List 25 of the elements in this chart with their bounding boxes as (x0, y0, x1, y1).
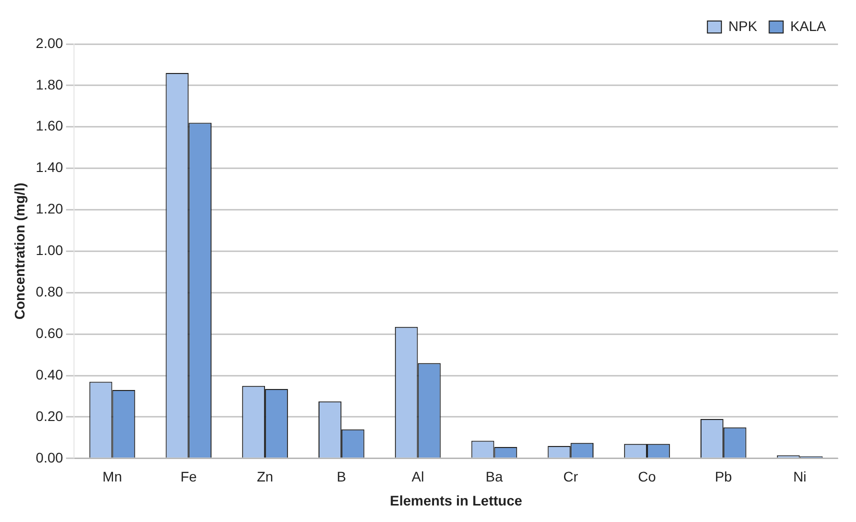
x-tick-label: Zn (256, 468, 274, 485)
x-tick-label: Fe (180, 468, 198, 485)
x-axis-title: Elements in Lettuce (390, 492, 522, 508)
x-tick-label: Ba (486, 468, 503, 485)
y-tick-label: 1.20 (36, 200, 64, 217)
y-tick-label: 1.40 (36, 159, 64, 176)
legend-label: NPK (728, 18, 758, 34)
x-tick-label: B (336, 468, 346, 485)
y-tick-label: 1.00 (36, 242, 64, 258)
x-tick-label: Co (638, 468, 656, 485)
y-tick-label: 1.60 (36, 118, 64, 134)
y-tick-label: 0.80 (36, 284, 64, 300)
y-tick-label: 0.60 (36, 324, 64, 341)
x-tick-label: Cr (563, 468, 578, 485)
x-tick-label: Pb (714, 468, 732, 485)
x-tick-label: Mn (102, 468, 122, 485)
y-tick-label: 2.00 (36, 34, 64, 51)
legend-label: KALA (790, 18, 827, 34)
y-tick-label: 0.40 (36, 366, 64, 382)
x-tick-label: Al (412, 468, 424, 485)
x-tick-label: Ni (793, 468, 806, 485)
y-axis-title: Concentration (mg/l) (11, 182, 28, 320)
y-tick-label: 0.00 (36, 449, 64, 466)
y-tick-label: 0.20 (36, 408, 64, 424)
y-tick-label: 1.80 (36, 76, 64, 92)
